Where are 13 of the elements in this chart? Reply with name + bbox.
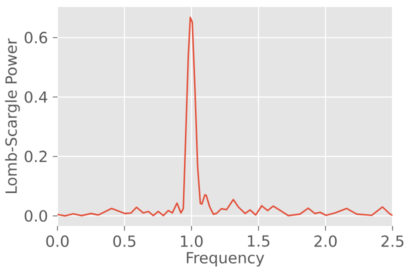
y-tick-label: 0.0 — [24, 210, 48, 222]
y-axis-title: Lomb-Scargle Power — [5, 38, 20, 194]
y-tick-label: 0.2 — [24, 150, 47, 162]
x-tick-label: 0.5 — [113, 235, 136, 247]
x-tick-label: 0.0 — [46, 235, 69, 247]
line-series — [57, 16, 393, 217]
x-tick-label: 1.0 — [180, 235, 203, 247]
x-tick-label: 2.5 — [381, 235, 404, 247]
y-tick-label: 0.6 — [24, 32, 48, 44]
y-tick-label: 0.4 — [24, 91, 48, 103]
x-tick-label: 2.0 — [314, 235, 337, 247]
x-tick-label: 1.5 — [248, 235, 270, 247]
x-axis-title: Frequency — [186, 252, 264, 266]
